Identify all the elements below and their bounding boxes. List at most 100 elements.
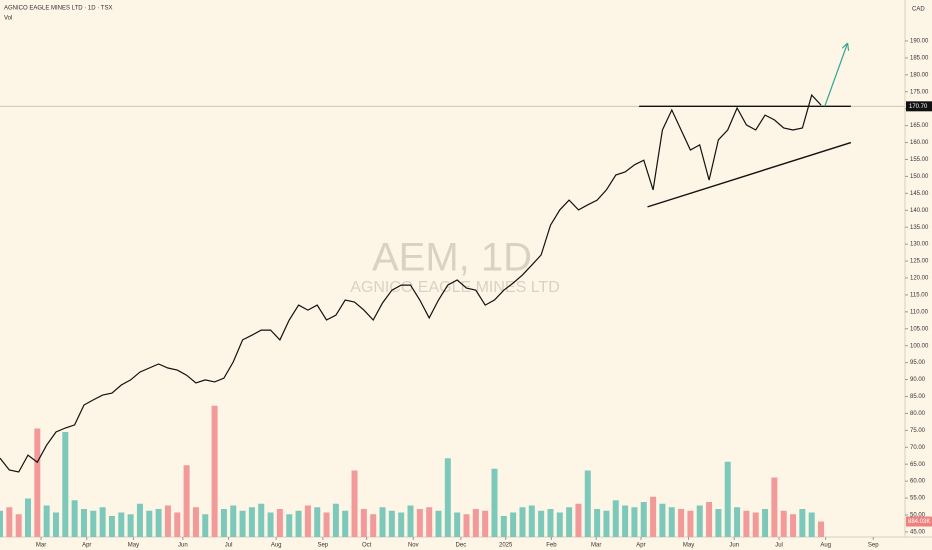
volume-bar bbox=[80, 509, 87, 537]
y-tick-label: 135.00 bbox=[910, 225, 929, 231]
volume-bar bbox=[622, 505, 629, 537]
volume-bar bbox=[640, 502, 647, 537]
x-tick-label: Jun bbox=[729, 543, 739, 549]
y-tick-label: 155.00 bbox=[910, 157, 929, 163]
volume-bar bbox=[566, 507, 573, 537]
x-tick-label: Apr bbox=[636, 543, 645, 549]
x-tick-label: Jul bbox=[775, 543, 783, 549]
volume-bar bbox=[463, 514, 470, 537]
y-tick-label: 110.00 bbox=[910, 309, 929, 315]
volume-bar bbox=[351, 470, 358, 537]
y-tick-label: 90.00 bbox=[910, 377, 926, 383]
volume-bar bbox=[752, 512, 759, 537]
volume-bar bbox=[15, 514, 22, 537]
x-tick-label: Dec bbox=[456, 543, 467, 549]
volume-bar bbox=[650, 496, 657, 537]
y-tick-label: 165.00 bbox=[910, 123, 929, 129]
y-tick-label: 120.00 bbox=[910, 276, 929, 282]
volume-bar bbox=[164, 505, 171, 537]
volume-bar bbox=[482, 510, 489, 537]
y-tick-label: 185.00 bbox=[910, 55, 929, 61]
volume-bar bbox=[743, 510, 750, 537]
volume-bar bbox=[183, 465, 190, 537]
y-tick-label: 55.00 bbox=[910, 496, 926, 502]
volume-bar bbox=[34, 428, 41, 537]
volume-bar bbox=[444, 458, 451, 537]
y-tick-label: 105.00 bbox=[910, 326, 929, 332]
x-tick-label: Sep bbox=[868, 543, 879, 549]
volume-bar bbox=[538, 510, 545, 537]
volume-bar bbox=[379, 507, 386, 537]
volume-bar bbox=[43, 505, 50, 537]
volume-bar bbox=[398, 512, 405, 537]
volume-bar bbox=[500, 516, 507, 537]
x-tick-label: Jun bbox=[178, 543, 188, 549]
y-tick-label: 125.00 bbox=[910, 259, 929, 265]
y-tick-label: 100.00 bbox=[910, 343, 929, 349]
y-tick-label: 95.00 bbox=[910, 360, 926, 366]
volume-bar bbox=[360, 509, 367, 537]
volume-bar bbox=[6, 507, 13, 537]
x-tick-label: Feb bbox=[546, 543, 557, 549]
volume-bar bbox=[547, 509, 554, 537]
volume-bar bbox=[799, 509, 806, 537]
y-tick-label: 45.00 bbox=[910, 529, 926, 535]
volume-bar bbox=[762, 509, 769, 537]
volume-bar bbox=[342, 510, 349, 537]
volume-bar bbox=[491, 468, 498, 537]
volume-bar bbox=[510, 512, 517, 537]
volume-bar bbox=[314, 507, 321, 537]
volume-bar bbox=[696, 505, 703, 537]
y-tick-label: 115.00 bbox=[910, 292, 929, 298]
volume-bar bbox=[304, 505, 311, 537]
volume-bar bbox=[211, 405, 218, 537]
volume-bar bbox=[52, 512, 59, 537]
volume-bar bbox=[248, 507, 255, 537]
volume-bar bbox=[631, 507, 638, 537]
y-tick-label: 150.00 bbox=[910, 174, 929, 180]
volume-bar bbox=[472, 509, 479, 537]
watermark-sub: AGNICO EAGLE MINES LTD bbox=[350, 279, 560, 296]
projection-arrow bbox=[824, 44, 847, 107]
x-tick-label: May bbox=[128, 543, 139, 549]
y-tick-label: 65.00 bbox=[910, 462, 926, 468]
y-tick-label: 70.00 bbox=[910, 445, 926, 451]
y-tick-label: 190.00 bbox=[910, 39, 929, 45]
price-line bbox=[0, 93, 822, 473]
x-tick-label: Sep bbox=[317, 543, 328, 549]
volume-bar bbox=[724, 461, 731, 537]
volume-label: Vol bbox=[4, 16, 12, 22]
x-tick-label: Aug bbox=[820, 543, 831, 549]
volume-bar bbox=[668, 507, 675, 537]
x-tick-label: Jul bbox=[225, 543, 233, 549]
volume-bar bbox=[678, 509, 685, 537]
last-price-label: 170.70 bbox=[909, 104, 928, 110]
y-tick-label: 175.00 bbox=[910, 89, 929, 95]
x-tick-label: Nov bbox=[408, 543, 419, 549]
y-tick-label: 140.00 bbox=[910, 208, 929, 214]
y-tick-label: 180.00 bbox=[910, 72, 929, 78]
volume-bar bbox=[332, 503, 339, 537]
volume-bar bbox=[71, 500, 78, 537]
volume-bar bbox=[706, 502, 713, 537]
volume-bar bbox=[230, 505, 237, 537]
x-tick-label: May bbox=[683, 543, 694, 549]
volume-bar bbox=[454, 512, 461, 537]
x-tick-label: Mar bbox=[591, 543, 601, 549]
volume-bar bbox=[416, 509, 423, 537]
volume-bar bbox=[174, 512, 181, 537]
volume-bar bbox=[659, 503, 666, 537]
volume-bar bbox=[407, 505, 414, 537]
volume-bar bbox=[146, 510, 153, 537]
volume-bar bbox=[771, 477, 778, 537]
last-volume-label: 884.03K bbox=[908, 519, 930, 525]
volume-bar bbox=[0, 510, 3, 537]
volume-bar bbox=[734, 507, 741, 537]
trend-line bbox=[647, 141, 852, 208]
volume-bar bbox=[519, 507, 526, 537]
x-tick-label: Apr bbox=[82, 543, 91, 549]
volume-bar bbox=[276, 509, 283, 537]
volume-bar bbox=[715, 509, 722, 537]
volume-bar bbox=[267, 512, 274, 537]
